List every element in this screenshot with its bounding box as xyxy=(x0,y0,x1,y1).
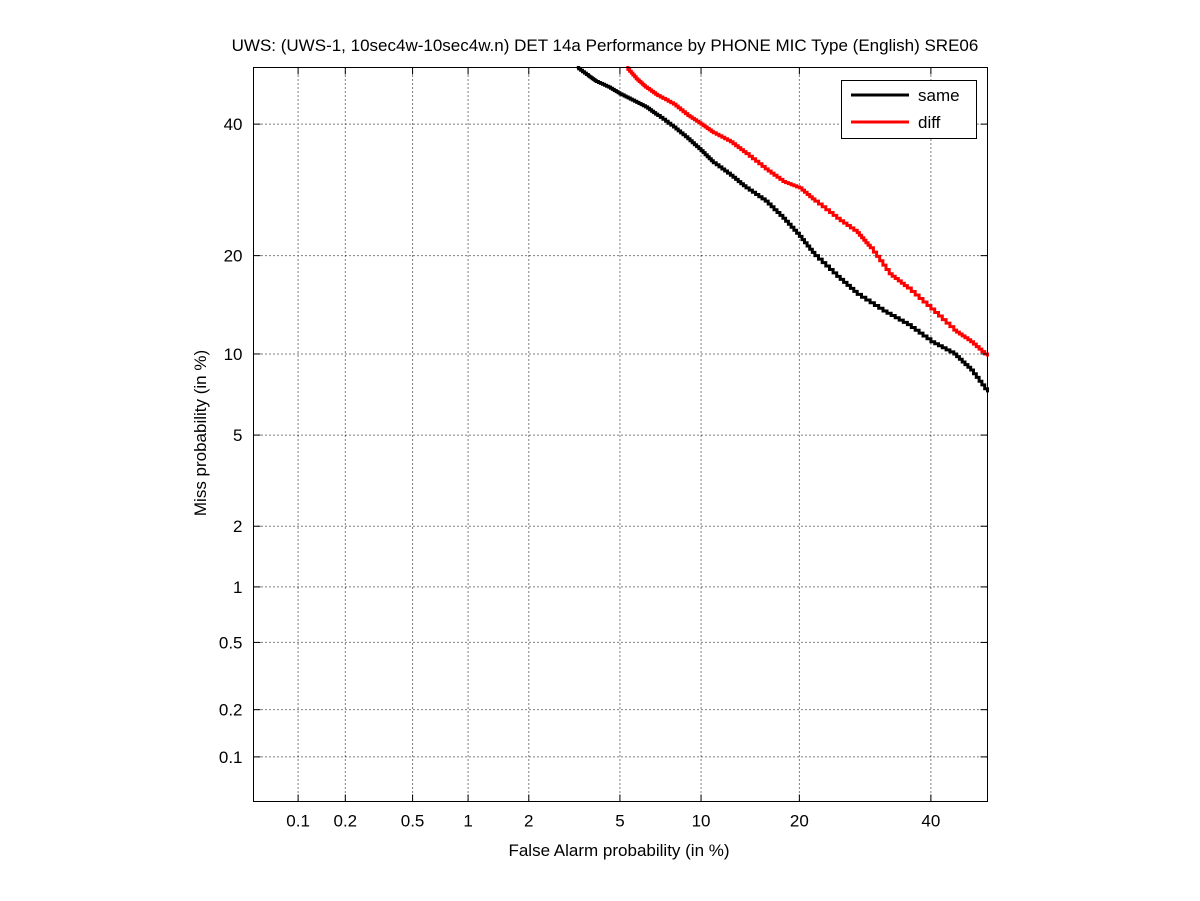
y-tick-label: 10 xyxy=(224,345,243,364)
x-tick-label: 40 xyxy=(921,812,940,831)
legend-label-diff: diff xyxy=(918,113,941,132)
x-ticks: 0.1 0.2 0.5 1 2 5 10 20 40 xyxy=(286,67,940,831)
legend: same diff xyxy=(841,80,977,139)
x-tick-label: 0.1 xyxy=(286,812,310,831)
x-tick-label: 5 xyxy=(615,812,624,831)
x-axis-label: False Alarm probability (in %) xyxy=(508,841,729,860)
y-tick-label: 2 xyxy=(233,517,242,536)
y-tick-label: 0.5 xyxy=(219,633,243,652)
y-tick-label: 0.2 xyxy=(219,701,243,720)
y-tick-label: 20 xyxy=(224,247,243,266)
y-tick-label: 1 xyxy=(233,578,242,597)
y-grid xyxy=(253,123,988,758)
series-line-same xyxy=(576,66,989,393)
y-tick-label: 0.1 xyxy=(219,748,243,767)
series-layer xyxy=(576,66,989,393)
series-line-diff xyxy=(626,66,989,357)
y-tick-label: 40 xyxy=(224,115,243,134)
x-tick-label: 1 xyxy=(463,812,472,831)
y-tick-label: 5 xyxy=(233,426,242,445)
x-tick-label: 10 xyxy=(692,812,711,831)
x-tick-label: 0.5 xyxy=(401,812,425,831)
y-axis-label: Miss probability (in %) xyxy=(191,350,210,516)
chart-title: UWS: (UWS-1, 10sec4w-10sec4w.n) DET 14a … xyxy=(232,36,979,55)
x-tick-label: 2 xyxy=(524,812,533,831)
x-tick-label: 20 xyxy=(790,812,809,831)
x-grid xyxy=(297,67,932,802)
y-ticks: 0.1 0.2 0.5 1 2 5 10 20 40 xyxy=(219,115,988,767)
plot-frame xyxy=(253,67,988,802)
legend-box xyxy=(841,80,977,139)
x-tick-label: 0.2 xyxy=(333,812,357,831)
legend-label-same: same xyxy=(918,86,960,105)
